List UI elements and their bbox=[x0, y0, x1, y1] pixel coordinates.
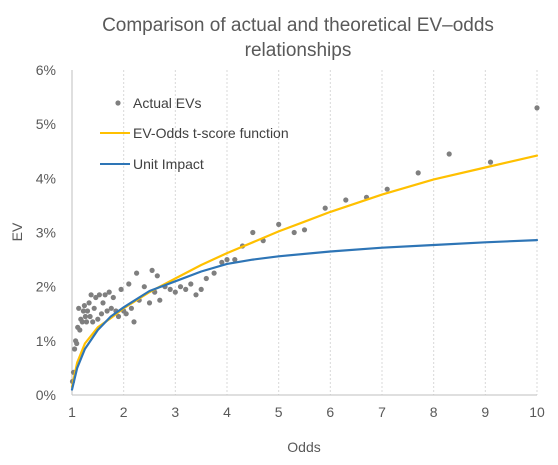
series-line-unit-impact bbox=[70, 239, 539, 391]
data-point-actual-evs-38 bbox=[134, 270, 140, 276]
legend: Actual EVs EV-Odds t-score function Unit… bbox=[100, 95, 289, 172]
x-axis-label: Odds bbox=[287, 439, 320, 455]
data-point-actual-evs-22 bbox=[96, 292, 102, 298]
data-point-actual-evs-31 bbox=[115, 313, 122, 320]
data-point-actual-evs-26 bbox=[104, 308, 110, 314]
x-tick-label-9: 9 bbox=[481, 404, 489, 420]
data-point-actual-evs-11 bbox=[81, 303, 87, 309]
data-point-actual-evs-17 bbox=[88, 292, 94, 298]
data-point-actual-evs-21 bbox=[95, 316, 101, 322]
data-point-actual-evs-55 bbox=[211, 270, 217, 276]
data-point-actual-evs-48 bbox=[172, 289, 178, 295]
x-tick-label-4: 4 bbox=[223, 404, 231, 420]
data-point-actual-evs-65 bbox=[322, 205, 328, 211]
axis-layer bbox=[71, 70, 537, 396]
data-point-actual-evs-64 bbox=[301, 227, 308, 233]
data-point-actual-evs-29 bbox=[110, 294, 116, 301]
data-point-actual-evs-36 bbox=[128, 305, 134, 311]
data-point-actual-evs-60 bbox=[250, 229, 256, 236]
data-point-actual-evs-72 bbox=[534, 105, 540, 111]
data-point-actual-evs-42 bbox=[149, 267, 155, 273]
data-point-actual-evs-53 bbox=[198, 286, 204, 292]
chart-title-line-1: Comparison of actual and theoretical EV–… bbox=[102, 15, 494, 36]
data-point-actual-evs-14 bbox=[84, 308, 91, 314]
data-point-actual-evs-45 bbox=[157, 297, 163, 303]
grid-layer bbox=[123, 70, 538, 395]
data-point-actual-evs-35 bbox=[126, 281, 132, 287]
x-tick-label-5: 5 bbox=[275, 404, 283, 420]
y-tick-label-5: 5% bbox=[36, 116, 56, 132]
data-point-actual-evs-24 bbox=[100, 300, 106, 306]
legend-label-unit-impact: Unit Impact bbox=[133, 156, 204, 172]
legend-label-actual-evs: Actual EVs bbox=[133, 95, 201, 111]
data-point-actual-evs-47 bbox=[167, 286, 173, 292]
data-point-actual-evs-70 bbox=[446, 151, 452, 157]
x-tick-label-8: 8 bbox=[430, 404, 438, 420]
data-point-actual-evs-50 bbox=[183, 286, 189, 292]
y-axis-label: EV bbox=[9, 222, 25, 241]
data-point-actual-evs-16 bbox=[87, 313, 93, 320]
chart-title-line-2: relationships bbox=[245, 40, 352, 61]
data-point-actual-evs-44 bbox=[154, 273, 160, 279]
x-tick-label-3: 3 bbox=[171, 404, 179, 420]
data-point-actual-evs-25 bbox=[102, 292, 108, 298]
y-tick-label-6: 6% bbox=[36, 62, 56, 78]
data-point-actual-evs-15 bbox=[86, 300, 92, 306]
y-tick-label-3: 3% bbox=[36, 225, 56, 241]
data-point-actual-evs-2 bbox=[72, 346, 78, 352]
legend-marker-actual-evs bbox=[115, 100, 121, 106]
data-point-actual-evs-62 bbox=[276, 221, 282, 227]
x-tick-label-2: 2 bbox=[120, 404, 128, 420]
series-line-ev-odds-t-score-function bbox=[70, 154, 539, 388]
tick-layer: 1 2 3 4 5 6 7 8 9 10 0% 1% 2% 3% 4% 5% 6% bbox=[36, 62, 545, 420]
data-point-actual-evs-28 bbox=[108, 305, 114, 311]
y-tick-label-1: 1% bbox=[36, 333, 56, 349]
data-point-actual-evs-58 bbox=[232, 257, 238, 263]
data-point-actual-evs-34 bbox=[123, 311, 129, 317]
data-point-actual-evs-20 bbox=[93, 294, 99, 301]
y-tick-label-2: 2% bbox=[36, 279, 56, 295]
y-tick-label-4: 4% bbox=[36, 170, 56, 186]
data-point-actual-evs-18 bbox=[90, 319, 96, 325]
data-point-actual-evs-4 bbox=[74, 340, 80, 347]
data-point-actual-evs-41 bbox=[146, 300, 153, 306]
x-tick-label-6: 6 bbox=[326, 404, 334, 420]
x-tick-label-1: 1 bbox=[68, 404, 76, 420]
data-point-actual-evs-37 bbox=[131, 319, 137, 325]
data-point-actual-evs-19 bbox=[91, 305, 97, 311]
x-tick-label-7: 7 bbox=[378, 404, 386, 420]
data-point-actual-evs-51 bbox=[188, 281, 194, 287]
data-point-actual-evs-27 bbox=[106, 289, 112, 295]
x-tick-label-10: 10 bbox=[529, 404, 545, 420]
data-point-actual-evs-32 bbox=[118, 286, 124, 292]
data-point-actual-evs-13 bbox=[83, 319, 90, 325]
data-point-actual-evs-66 bbox=[343, 197, 349, 203]
data-point-actual-evs-63 bbox=[291, 229, 297, 236]
series-layer bbox=[69, 105, 540, 391]
data-point-actual-evs-69 bbox=[415, 170, 421, 176]
data-point-actual-evs-6 bbox=[76, 305, 82, 311]
data-point-actual-evs-71 bbox=[487, 159, 494, 165]
data-point-actual-evs-7 bbox=[77, 327, 83, 333]
data-point-actual-evs-10 bbox=[80, 308, 86, 314]
data-point-actual-evs-56 bbox=[219, 259, 225, 265]
data-point-actual-evs-57 bbox=[224, 257, 230, 263]
legend-label-t-score: EV-Odds t-score function bbox=[133, 125, 289, 141]
y-tick-label-0: 0% bbox=[36, 387, 56, 403]
data-point-actual-evs-52 bbox=[193, 292, 199, 298]
data-point-actual-evs-40 bbox=[141, 284, 147, 290]
data-point-actual-evs-68 bbox=[384, 186, 390, 192]
data-point-actual-evs-23 bbox=[98, 311, 105, 317]
data-point-actual-evs-54 bbox=[203, 275, 209, 282]
data-point-actual-evs-12 bbox=[82, 313, 88, 320]
data-point-actual-evs-9 bbox=[79, 319, 85, 325]
data-point-actual-evs-49 bbox=[177, 284, 184, 290]
